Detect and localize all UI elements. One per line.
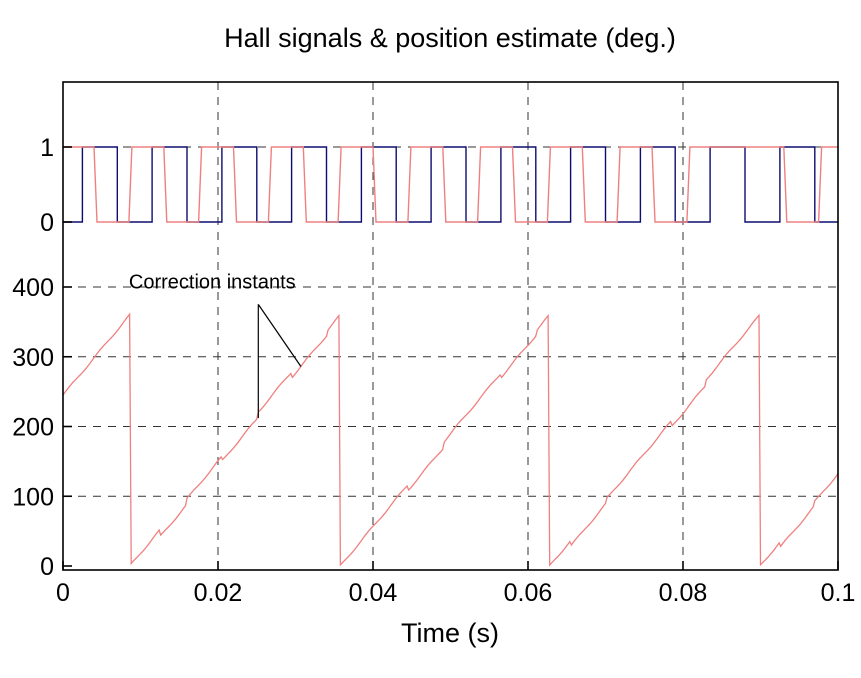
annotation-pointer-line	[257, 304, 302, 367]
position-estimate-series	[62, 312, 839, 567]
x-tick-label: 0.04	[349, 579, 398, 607]
gridlines	[63, 82, 838, 570]
plot-series	[62, 146, 839, 567]
x-tick-label: 0.1	[821, 579, 856, 607]
axis-tick-labels: 0 0.02 0.04 0.06 0.08 0.1 1 0 400 300 200 100 0	[12, 134, 855, 607]
chart-title: Hall signals & position estimate (deg.)	[224, 23, 676, 53]
x-tick-label: 0.02	[194, 579, 243, 607]
position-axis-tick-label: 100	[12, 483, 54, 511]
x-tick-label: 0.06	[504, 579, 553, 607]
x-axis-label: Time (s)	[401, 618, 499, 648]
plot-frame	[62, 81, 839, 571]
position-axis-tick-label: 300	[12, 344, 54, 372]
axis-ticks	[62, 146, 839, 570]
hall-signal-a-series	[63, 146, 838, 223]
hall-axis-tick-label: 1	[40, 134, 54, 162]
position-axis-tick-label: 0	[40, 553, 54, 581]
x-tick-label: 0.08	[659, 579, 708, 607]
hall-signal-b-series	[63, 146, 838, 223]
position-axis-tick-label: 200	[12, 414, 54, 442]
annotation-pointer-lines	[257, 304, 302, 419]
position-axis-tick-label: 400	[12, 274, 54, 302]
hall-axis-tick-label: 0	[40, 209, 54, 237]
annotation: Correction instants	[129, 271, 302, 419]
x-tick-label: 0	[56, 579, 70, 607]
annotation-label: Correction instants	[129, 271, 296, 293]
